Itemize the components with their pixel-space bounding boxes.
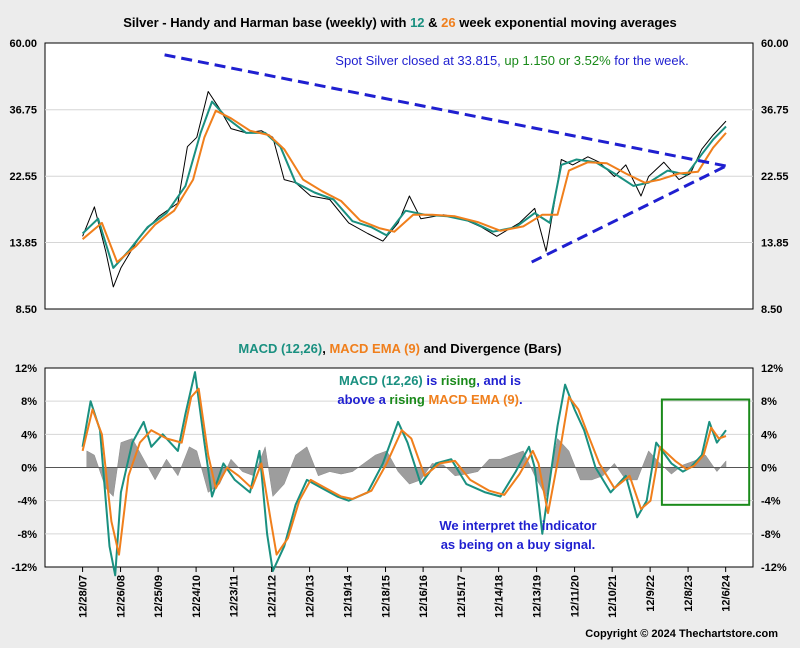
series-line-macd (81, 371, 727, 577)
price-title-part-4: week exponential moving averages (456, 15, 677, 30)
macd-series (81, 371, 727, 577)
x-tick-label: 12/18/15 (381, 575, 393, 618)
macd-y-tick-label: -12% (11, 562, 37, 574)
macd-title-part-0: MACD (12,26) (238, 341, 322, 356)
price-y-tick-label: 36.75 (761, 105, 789, 117)
price-y-axis-left: 60.00 36.75 22.55 13.85 8.50 (9, 38, 37, 316)
macd-title-part-3: and Divergence (Bars) (420, 341, 562, 356)
macd-y-axis-left: 12% 8% 4% 0% -4% -8% -12% (11, 363, 37, 574)
price-series (81, 91, 727, 288)
buy-note-line: We interpret the indicator (439, 518, 596, 533)
buy-note-part-0: We interpret the indicator (439, 518, 596, 533)
price-trendlines (164, 53, 727, 264)
price-y-axis-right: 60.00 36.75 22.55 13.85 8.50 (761, 38, 789, 316)
macd-title-part-1: , (322, 341, 329, 356)
macd-y-tick-label: -12% (761, 562, 787, 574)
macd-note-line: MACD (12,26) is rising, and is (339, 373, 521, 388)
price-y-tick-label: 8.50 (16, 304, 37, 316)
macd-note-part-1: rising (389, 392, 424, 407)
macd-y-tick-label: -8% (761, 529, 781, 541)
x-tick-label: 12/19/14 (343, 574, 355, 618)
macd-y-tick-label: -4% (17, 496, 37, 508)
x-tick-label: 12/14/18 (494, 575, 506, 618)
x-tick-label: 12/10/21 (607, 575, 619, 618)
macd-note-line: above a rising MACD EMA (9). (337, 392, 522, 407)
price-title-part-3: 26 (441, 15, 455, 30)
price-title-part-2: & (425, 15, 442, 30)
macd-title-part-2: MACD EMA (9) (329, 341, 420, 356)
series-line-price (82, 91, 727, 288)
macd-note-part-2: rising (441, 373, 476, 388)
x-tick-label: 12/20/13 (305, 575, 317, 618)
x-tick-label: 12/28/07 (78, 575, 90, 618)
macd-y-tick-label: 12% (15, 363, 37, 375)
price-chart-title: Silver - Handy and Harman base (weekly) … (123, 15, 676, 30)
price-gridlines (45, 109, 753, 244)
price-y-tick-label: 22.55 (761, 171, 789, 183)
price-title-part-1: 12 (410, 15, 424, 30)
macd-y-tick-label: 12% (761, 363, 783, 375)
x-tick-label: 12/6/24 (721, 574, 733, 612)
macd-y-tick-label: 8% (761, 396, 777, 408)
price-y-tick-label: 22.55 (9, 171, 37, 183)
trendline-upper (164, 53, 727, 168)
buy-note-part-0: as being on a buy signal. (441, 537, 596, 552)
series-line-ema9 (81, 387, 727, 556)
series-line-ema12 (81, 100, 727, 269)
price-title-part-0: Silver - Handy and Harman base (weekly) … (123, 15, 410, 30)
macd-y-tick-label: -4% (761, 496, 781, 508)
x-tick-label: 12/11/20 (570, 575, 582, 617)
x-tick-label: 12/25/09 (153, 575, 165, 618)
x-tick-label: 12/9/22 (645, 575, 657, 612)
macd-chart-title: MACD (12,26), MACD EMA (9) and Divergenc… (238, 341, 561, 356)
highlight-box (660, 398, 751, 506)
macd-y-axis-right: 12% 8% 4% 0% -4% -8% -12% (761, 363, 787, 574)
buy-note-line: as being on a buy signal. (441, 537, 596, 552)
x-tick-label: 12/16/16 (418, 575, 430, 618)
x-tick-label: 12/15/17 (456, 575, 468, 618)
macd-y-tick-label: 0% (21, 463, 37, 475)
x-tick-label: 12/21/12 (267, 575, 279, 618)
macd-note-part-3: MACD EMA (9) (428, 392, 519, 407)
spot-silver-annotation-part-0: Spot Silver closed at 33.815, (335, 53, 504, 68)
spot-silver-annotation-part-2: for the week. (611, 53, 689, 68)
macd-note-part-0: above a (337, 392, 389, 407)
macd-note-part-4: . (519, 392, 523, 407)
macd-note-part-1: is (423, 373, 441, 388)
macd-y-tick-label: -8% (17, 529, 37, 541)
x-tick-label: 12/8/23 (683, 575, 695, 612)
macd-note-part-3: , and is (476, 373, 521, 388)
spot-silver-annotation: Spot Silver closed at 33.815, up 1.150 o… (335, 53, 688, 68)
macd-y-tick-label: 0% (761, 463, 777, 475)
series-line-ema26 (81, 109, 727, 264)
x-tick-label: 12/23/11 (229, 575, 241, 617)
x-tick-label: 12/26/08 (116, 575, 128, 618)
price-y-tick-label: 36.75 (9, 105, 37, 117)
x-tick-label: 12/13/19 (532, 575, 544, 618)
macd-note-part-0: MACD (12,26) (339, 373, 423, 388)
macd-y-tick-label: 4% (21, 429, 37, 441)
spot-silver-annotation-part-1: up 1.150 or 3.52% (504, 53, 611, 68)
macd-y-tick-label: 8% (21, 396, 37, 408)
price-y-tick-label: 13.85 (761, 238, 789, 250)
x-axis-date-ticks: 12/28/07 12/26/08 12/25/09 12/24/10 12/23/11… (78, 567, 733, 618)
copyright-text: Copyright © 2024 Thechartstore.com (585, 628, 778, 640)
price-y-tick-label: 8.50 (761, 304, 782, 316)
trendline-lower (531, 164, 727, 264)
x-tick-label: 12/24/10 (191, 575, 203, 618)
price-y-tick-label: 13.85 (9, 238, 37, 250)
price-y-tick-label: 60.00 (761, 38, 789, 50)
macd-y-tick-label: 4% (761, 429, 777, 441)
price-y-tick-label: 60.00 (9, 38, 37, 50)
